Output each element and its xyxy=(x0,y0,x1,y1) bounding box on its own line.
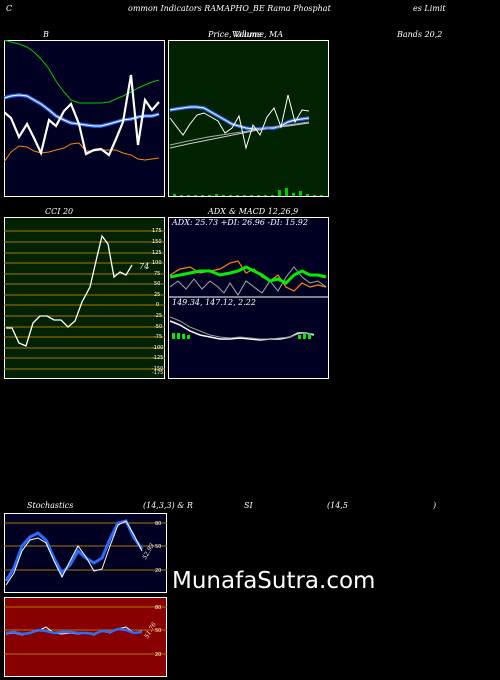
bb-lower-band xyxy=(4,142,160,163)
stoch-label-e: ) xyxy=(433,501,437,510)
adx-minus-di xyxy=(169,260,327,292)
stoch-label-d: (14,5 xyxy=(327,501,348,510)
rsi-line xyxy=(5,627,143,636)
adx-values: ADX: 25.73 +DI: 26.96 -DI: 15.92 xyxy=(172,218,308,227)
cci-axis-labels: 175 150 125 100 75 50 25 0 -25 -50 -75 -100 -125… xyxy=(152,228,163,376)
svg-text:-100: -100 xyxy=(152,345,163,351)
price-panel xyxy=(168,40,329,197)
adx-macd-panel xyxy=(168,217,329,379)
svg-text:-75: -75 xyxy=(154,334,162,340)
stochastics-panel: 80 50 20 xyxy=(4,513,167,593)
cci-gridlines xyxy=(4,230,165,370)
macd-values: 149.34, 147.12, 2.22 xyxy=(172,298,256,307)
svg-text:25: 25 xyxy=(154,292,160,298)
svg-text:0: 0 xyxy=(156,302,159,308)
volume-bars xyxy=(173,188,323,196)
adx-plus-di xyxy=(169,265,327,285)
svg-text:80: 80 xyxy=(155,521,161,527)
svg-text:50: 50 xyxy=(155,628,161,634)
bb-price-line xyxy=(4,74,160,157)
header-tail: es Limit xyxy=(413,4,446,13)
bb-upper-band xyxy=(4,40,160,104)
price-label: Price, Volume, MA xyxy=(208,30,284,39)
bb-label: B xyxy=(43,30,49,39)
header-c: C xyxy=(6,4,13,13)
price-label-2: Volume xyxy=(232,30,262,39)
bollinger-panel xyxy=(4,40,165,197)
svg-text:-50: -50 xyxy=(154,324,162,330)
stoch-label-a: Stochastics xyxy=(27,501,74,510)
svg-text:20: 20 xyxy=(155,568,161,574)
bands-label: Bands 20,2 xyxy=(397,30,443,39)
svg-text:150: 150 xyxy=(152,239,162,245)
svg-text:50: 50 xyxy=(155,544,161,550)
cci-line xyxy=(6,234,133,347)
cci-last-value: 74 xyxy=(139,262,150,271)
stoch-k-line xyxy=(5,520,143,586)
svg-text:50: 50 xyxy=(154,281,160,287)
svg-text:20: 20 xyxy=(155,652,161,658)
stoch-d-line xyxy=(4,519,144,582)
macd-histogram xyxy=(172,333,311,339)
rsi-panel: 80 50 20 xyxy=(4,597,167,677)
svg-text:-125: -125 xyxy=(152,355,163,361)
svg-text:175: 175 xyxy=(152,228,162,234)
svg-text:-175: -175 xyxy=(152,370,163,376)
macd-signal xyxy=(169,316,315,340)
price-line xyxy=(169,94,310,150)
adx-label-b: & MACD 12,26,9 xyxy=(229,207,299,216)
svg-text:75: 75 xyxy=(154,271,160,277)
price-ma-long-2 xyxy=(169,121,310,146)
cci-panel: 175 150 125 100 75 50 25 0 -25 -50 -75 -100 -125… xyxy=(4,217,165,379)
svg-text:-25: -25 xyxy=(154,313,162,319)
adx-label-a: ADX xyxy=(208,207,226,216)
stoch-label-c: SI xyxy=(244,501,253,510)
svg-text:80: 80 xyxy=(155,605,161,611)
price-ma-long-1 xyxy=(169,122,310,149)
stoch-label-b: (14,3,3) & R xyxy=(143,501,193,510)
watermark: MunafaSutra.com xyxy=(172,568,376,594)
header-title: ommon Indicators RAMAPHO_BE Rama Phospha… xyxy=(128,4,331,13)
cci-label: CCI 20 xyxy=(45,207,74,216)
svg-text:125: 125 xyxy=(152,250,162,256)
svg-text:-150: -150 xyxy=(152,366,163,372)
svg-text:100: 100 xyxy=(152,260,162,266)
